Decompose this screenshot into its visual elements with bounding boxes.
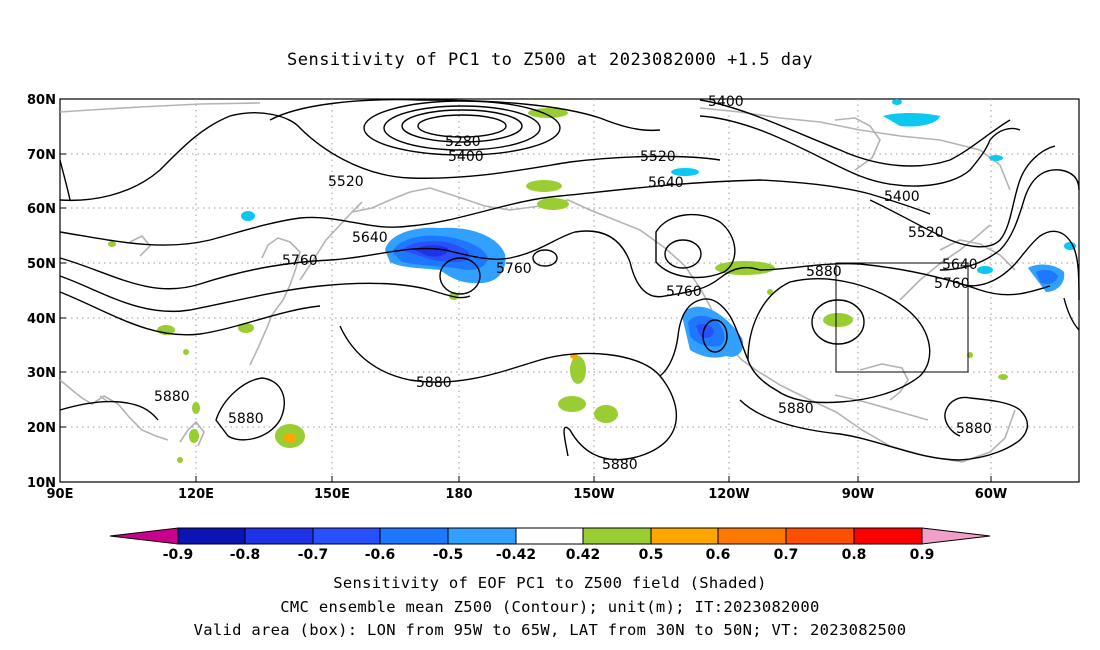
colorbar-segment: [650, 527, 719, 545]
colorbar-tick-label: -0.9: [163, 547, 194, 563]
lat-tick-label: 70N: [27, 148, 56, 163]
longitude-labels: 90E 120E 150E 180 150W 120W 90W 60W: [47, 487, 1008, 502]
contour-label: 5280: [445, 134, 481, 150]
contour-label: 5760: [282, 253, 318, 269]
contour-label: 5520: [328, 174, 364, 190]
lon-tick-label: 150W: [573, 487, 614, 502]
latitude-labels: 80N 70N 60N 50N 40N 30N 20N 10N: [27, 93, 56, 491]
colorbar-tick-label: -0.7: [298, 547, 329, 563]
colorbar-segment: [312, 527, 381, 545]
colorbar-segment: [379, 527, 449, 545]
lon-tick-label: 120W: [708, 487, 749, 502]
contour-label: 5880: [228, 411, 264, 427]
colorbar-tick-label: 0.5: [639, 547, 664, 563]
colorbar-tick-label: 0.8: [842, 547, 867, 563]
colorbar-tick-label: -0.8: [230, 547, 261, 563]
coastlines: [59, 102, 1016, 463]
lat-tick-label: 50N: [27, 257, 56, 272]
figure-title: Sensitivity of PC1 to Z500 at 2023082000…: [286, 50, 813, 70]
contour-label: 5880: [956, 421, 992, 437]
colorbar-tick-label: 0.42: [566, 547, 601, 563]
contour-label: 5640: [648, 175, 684, 191]
lon-tick-label: 180: [445, 487, 472, 502]
map-frame: [59, 98, 1080, 483]
caption-contour: CMC ensemble mean Z500 (Contour); unit(m…: [280, 598, 820, 616]
colorbar-tick-label: -0.6: [365, 547, 396, 563]
colorbar-segment: [717, 527, 787, 545]
caption-valid-area: Valid area (box): LON from 95W to 65W, L…: [193, 621, 907, 639]
caption-shading: Sensitivity of EOF PC1 to Z500 field (Sh…: [333, 574, 767, 592]
colorbar-tick-label: -0.42: [496, 547, 536, 563]
colorbar-tick-label: 0.7: [774, 547, 799, 563]
valid-area-box: [835, 262, 969, 373]
contour-label: 5520: [908, 225, 944, 241]
lon-tick-label: 150E: [314, 487, 350, 502]
negative-sensitivity-patches: [241, 99, 1076, 358]
colorbar-segment: [853, 527, 923, 545]
contour-labels: 5400 5280 5400 5520 5520 5640 5640 5760 …: [154, 94, 992, 473]
colorbar-segment: [244, 527, 314, 545]
colorbar-segment: [785, 527, 855, 545]
colorbar-segment: [582, 527, 652, 545]
contour-label: 5760: [666, 284, 702, 300]
colorbar-segment: [515, 527, 584, 545]
contour-label: 5520: [640, 149, 676, 165]
contour-label: 5640: [352, 230, 388, 246]
contour-label: 5400: [708, 94, 744, 110]
lon-tick-label: 90E: [47, 487, 74, 502]
lat-tick-label: 10N: [27, 476, 56, 491]
colorbar-segment: [177, 527, 246, 545]
contour-label: 5880: [778, 401, 814, 417]
lon-tick-label: 60W: [975, 487, 1007, 502]
colorbar-tick-label: 0.6: [706, 547, 731, 563]
lat-tick-label: 80N: [27, 93, 56, 108]
colorbar-high-triangle: [921, 527, 991, 545]
axis-ticks: [60, 98, 992, 483]
colorbar: -0.9 -0.8 -0.7 -0.6 -0.5 -0.42 0.42 0.5 …: [109, 527, 991, 563]
contour-label: 5760: [496, 261, 532, 277]
contour-label: 5760: [934, 276, 970, 292]
contour-label: 5880: [806, 264, 842, 280]
contour-label: 5400: [448, 149, 484, 165]
contour-label: 5880: [602, 457, 638, 473]
lat-tick-label: 40N: [27, 312, 56, 327]
colorbar-segment: [447, 527, 517, 545]
contour-label: 5640: [942, 257, 978, 273]
lat-tick-label: 20N: [27, 421, 56, 436]
colorbar-low-triangle: [109, 527, 179, 545]
contour-label: 5880: [154, 389, 190, 405]
contour-label: 5880: [416, 375, 452, 391]
z500-contours: [59, 98, 1080, 461]
colorbar-tick-label: 0.9: [910, 547, 935, 563]
lon-tick-label: 120E: [178, 487, 214, 502]
lon-tick-label: 90W: [842, 487, 874, 502]
lat-tick-label: 60N: [27, 202, 56, 217]
colorbar-tick-label: -0.5: [433, 547, 464, 563]
lat-tick-label: 30N: [27, 366, 56, 381]
contour-label: 5400: [884, 189, 920, 205]
gridlines: [60, 99, 1079, 482]
